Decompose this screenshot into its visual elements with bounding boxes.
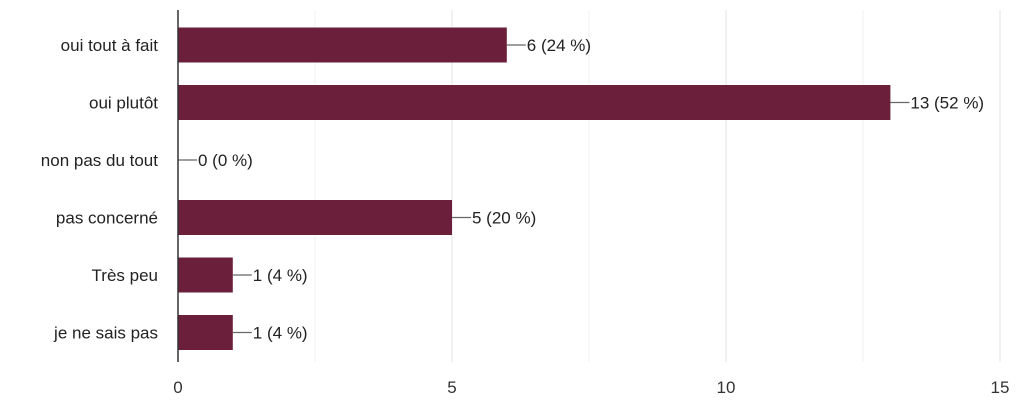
- data-label: 5 (20 %): [472, 209, 536, 228]
- data-label: 1 (4 %): [253, 266, 308, 285]
- bar: [178, 85, 891, 120]
- x-tick-label: 15: [991, 378, 1010, 397]
- category-label: non pas du tout: [41, 151, 158, 170]
- category-label: oui plutôt: [89, 94, 158, 113]
- category-label: pas concerné: [56, 209, 158, 228]
- x-tick-label: 10: [717, 378, 736, 397]
- x-tick-label: 5: [447, 378, 456, 397]
- category-label: je ne sais pas: [53, 324, 158, 343]
- data-label: 13 (52 %): [910, 94, 984, 113]
- data-label: 0 (0 %): [198, 151, 253, 170]
- bar: [178, 27, 507, 63]
- bar: [178, 200, 452, 235]
- data-label: 1 (4 %): [253, 324, 308, 343]
- x-tick-label: 0: [173, 378, 182, 397]
- category-label: oui tout à fait: [61, 36, 159, 55]
- bar: [178, 315, 233, 350]
- bar: [178, 257, 233, 293]
- category-label: Très peu: [92, 266, 158, 285]
- data-label: 6 (24 %): [527, 36, 591, 55]
